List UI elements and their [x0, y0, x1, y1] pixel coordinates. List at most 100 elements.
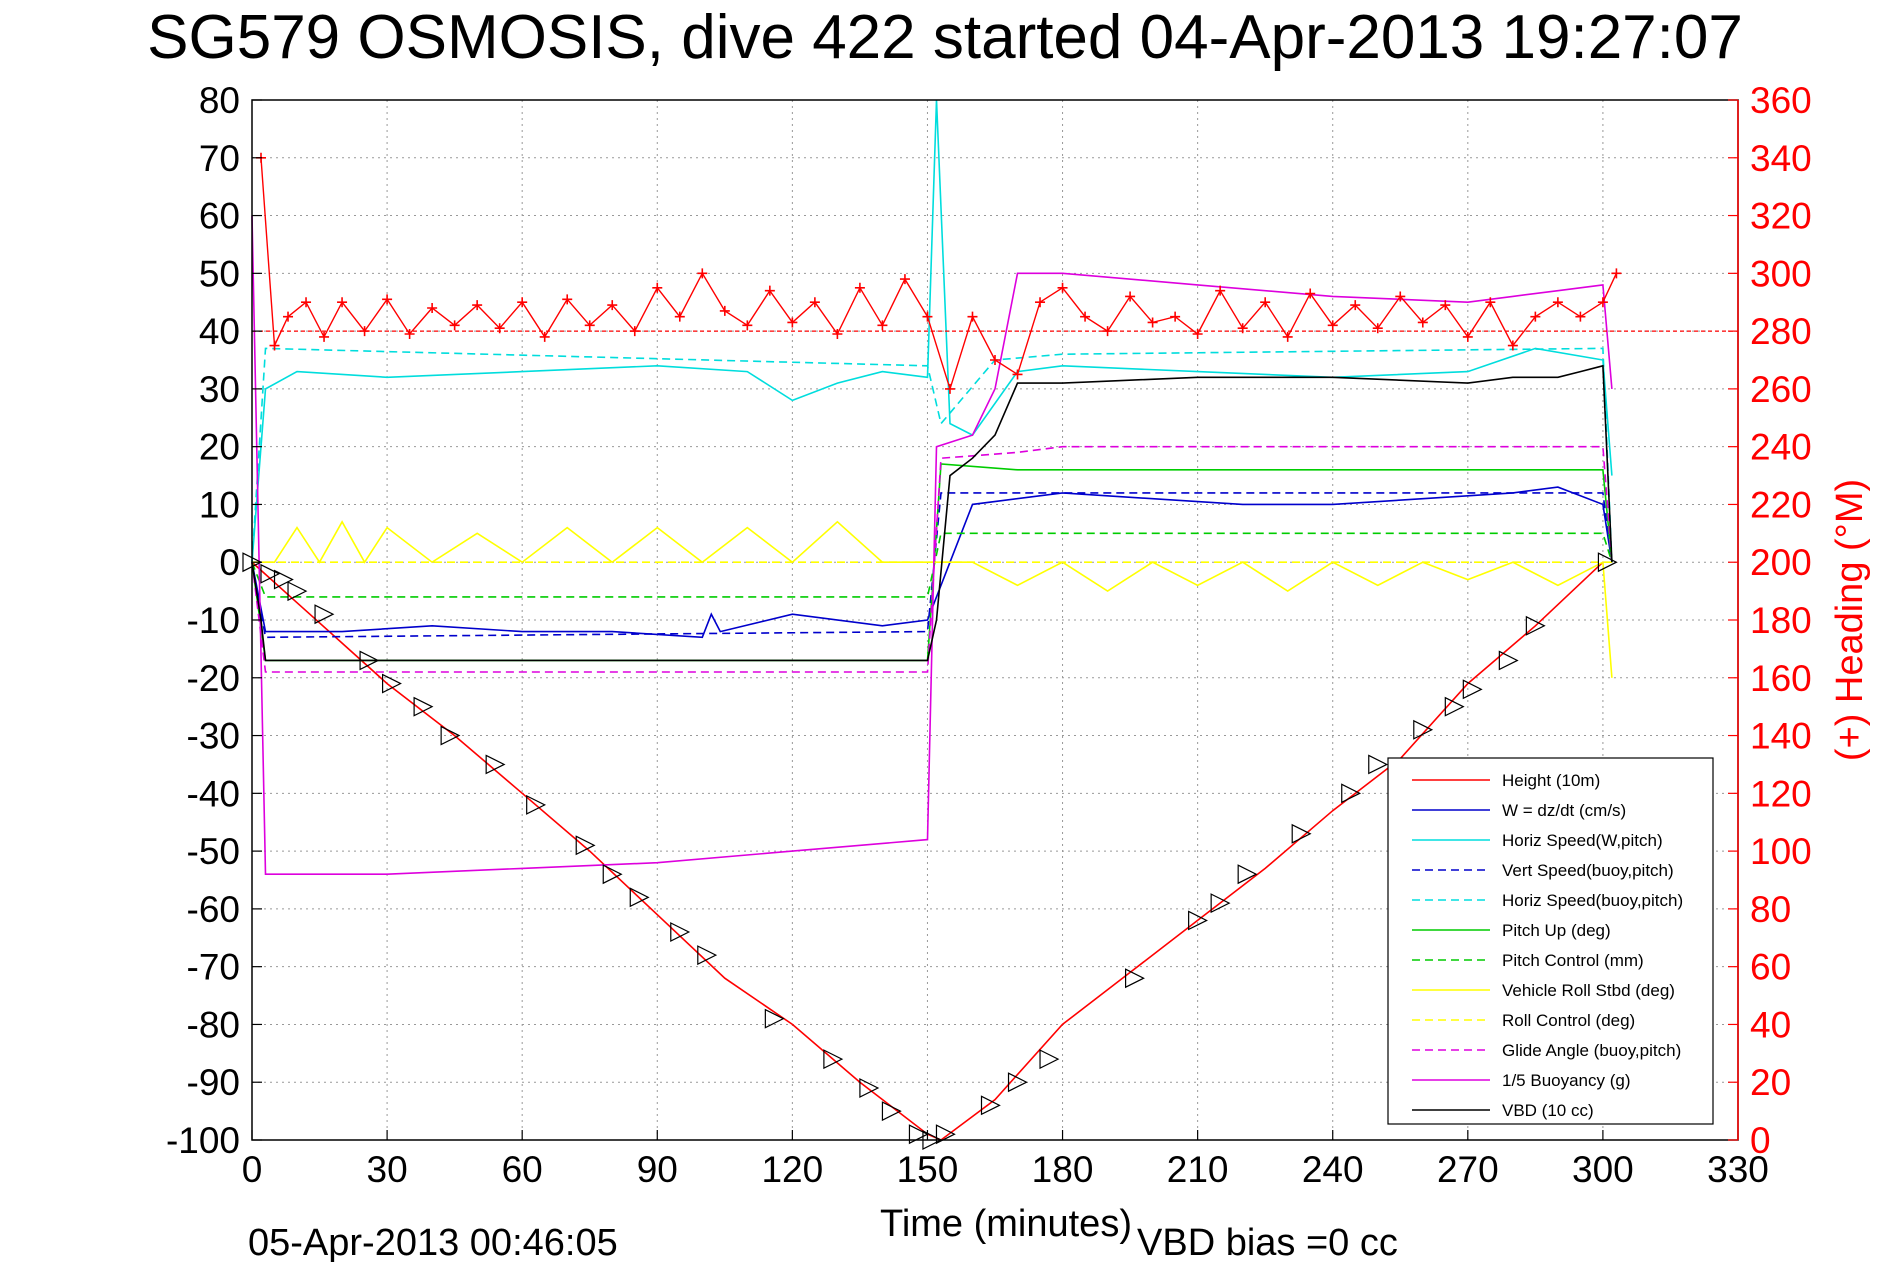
y-tick-label: 40: [199, 311, 240, 352]
heading-point: [1080, 311, 1091, 322]
legend: Height (10m) W = dz/dt (cm/s) Horiz Speed(…: [1387, 757, 1714, 1125]
y-tick-label: -40: [187, 773, 240, 814]
chart-title: SG579 OSMOSIS, dive 422 started 04-Apr-2…: [147, 3, 1743, 72]
heading-point: [1372, 323, 1383, 334]
y-tick-label: 70: [199, 138, 240, 179]
x-tick-label: 270: [1437, 1149, 1499, 1190]
dive-marker: [1007, 1072, 1028, 1093]
legend-label: Horiz Speed(W,pitch): [1502, 831, 1663, 850]
heading-point: [472, 300, 483, 311]
dive-marker: [697, 945, 718, 966]
dive-marker: [670, 922, 691, 942]
dive-marker: [1597, 552, 1618, 573]
right-tick-label: 340: [1750, 138, 1812, 179]
heading-point: [337, 297, 348, 308]
dive-marker: [629, 887, 650, 908]
heading-point: [1170, 311, 1181, 322]
y-tick-label: -50: [187, 831, 240, 872]
right-tick-label: 40: [1750, 1004, 1791, 1045]
y-tick-label: -90: [187, 1062, 240, 1103]
heading-point: [269, 340, 280, 351]
y-tick-label: -80: [187, 1004, 240, 1045]
right-tick-label: 280: [1750, 311, 1812, 352]
x-tick-label: 330: [1707, 1149, 1769, 1190]
dive-marker: [575, 835, 596, 856]
legend-label: Pitch Control (mm): [1502, 951, 1644, 970]
dive-marker: [823, 1049, 844, 1070]
right-tick-label: 300: [1750, 253, 1812, 294]
heading-point: [1440, 300, 1451, 311]
dive-marker: [485, 754, 506, 775]
y-tick-label: -10: [187, 600, 240, 641]
dive-marker: [1444, 696, 1465, 717]
heading-point: [1530, 311, 1541, 322]
y-tick-label: 10: [199, 484, 240, 525]
y-tick-label: 60: [199, 196, 240, 237]
right-tick-label: 100: [1750, 831, 1812, 872]
footer-timestamp: 05-Apr-2013 00:46:05: [248, 1222, 618, 1262]
heading-point: [719, 305, 730, 316]
x-tick-label: 60: [502, 1149, 543, 1190]
right-tick-label: 260: [1750, 369, 1812, 410]
series-line-2: [251, 99, 1613, 563]
heading-point: [832, 329, 843, 339]
legend-label: 1/5 Buoyancy (g): [1502, 1071, 1631, 1090]
y-tick-label: -100: [166, 1120, 240, 1161]
heading-point: [854, 282, 865, 293]
dive-marker: [1039, 1049, 1060, 1070]
heading-point: [1147, 317, 1158, 328]
legend-label: Height (10m): [1502, 771, 1600, 790]
heading-point: [922, 311, 933, 322]
legend-label: Horiz Speed(buoy,pitch): [1502, 891, 1683, 910]
heading-point: [1282, 331, 1293, 342]
dive-marker: [1368, 754, 1389, 775]
right-tick-label: 120: [1750, 773, 1812, 814]
right-tick-label: 220: [1750, 484, 1812, 525]
series-line-1: [251, 486, 1613, 639]
y-tick-label: -20: [187, 658, 240, 699]
dive-marker: [1124, 968, 1145, 989]
heading-point: [427, 303, 438, 313]
heading-point: [1327, 320, 1338, 331]
heading-point: [283, 311, 294, 322]
dive-marker: [381, 673, 402, 694]
heading-point: [1552, 297, 1563, 308]
y-tick-label: 20: [199, 427, 240, 468]
y-axis-ticks: 80 70 60 50 40 30 20 10 0 -10 -20 -30 -40 -50 -60 -70 -8…: [166, 80, 262, 1161]
y-tick-label: -70: [187, 947, 240, 988]
x-tick-label: 180: [1032, 1149, 1094, 1190]
x-tick-label: 90: [637, 1149, 678, 1190]
heading-point: [1237, 323, 1248, 334]
heading-point: [301, 297, 312, 308]
heading-point: [899, 274, 910, 285]
heading-point: [877, 320, 888, 331]
y-tick-label: 0: [219, 542, 240, 583]
x-tick-label: 0: [242, 1149, 263, 1190]
x-tick-label: 300: [1572, 1149, 1634, 1190]
x-axis-label: Time (minutes): [880, 1203, 1132, 1245]
dive-marker: [1291, 823, 1312, 844]
heading-point: [1507, 340, 1518, 351]
heading-point: [562, 294, 573, 305]
dive-marker: [764, 1008, 785, 1029]
dive-marker: [602, 864, 623, 885]
right-tick-label: 200: [1750, 542, 1812, 583]
dive-marker: [1413, 719, 1434, 740]
right-axis-label: (+) Heading (°M): [1829, 479, 1871, 761]
heading-point: [742, 320, 753, 331]
heading-point: [382, 294, 393, 305]
dive-marker: [1237, 864, 1258, 885]
heading-point: [1012, 369, 1023, 380]
legend-box: [1387, 757, 1714, 1125]
right-tick-label: 0: [1750, 1120, 1771, 1161]
heading-point: [1575, 311, 1586, 322]
right-tick-label: 60: [1750, 947, 1791, 988]
heading-point: [990, 355, 1000, 365]
dive-marker: [440, 725, 461, 746]
legend-label: VBD (10 cc): [1502, 1101, 1594, 1120]
heading-point: [787, 317, 798, 328]
right-tick-label: 240: [1750, 427, 1812, 468]
heading-point: [517, 297, 528, 308]
dive-marker: [526, 794, 547, 815]
dive-marker: [287, 581, 308, 602]
